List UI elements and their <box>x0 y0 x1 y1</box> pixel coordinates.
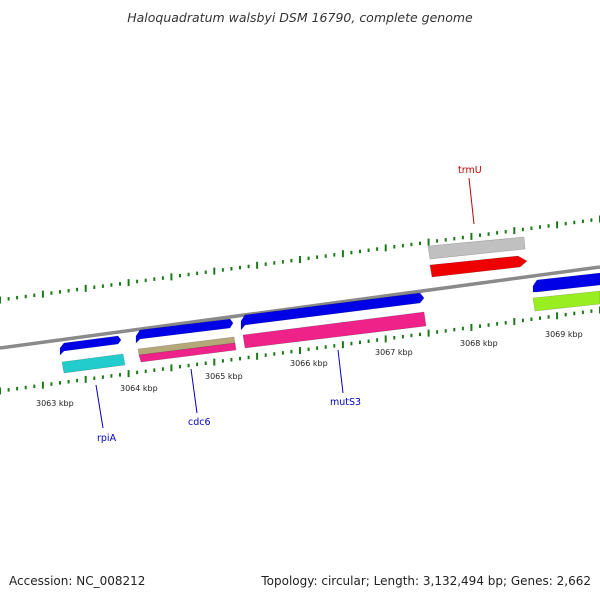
kbp-label: 3069 kbp <box>545 330 583 339</box>
gene-block-rpiA[interactable] <box>61 353 126 374</box>
gene-arrow-right-forward[interactable] <box>532 272 600 293</box>
gene-label-cdc6[interactable]: cdc6 <box>188 417 211 428</box>
leader-line-rpiA <box>95 384 104 429</box>
scale-ticks-upper <box>0 215 600 304</box>
scale-ticks-lower <box>0 306 600 395</box>
topology-text: Topology: circular; Length: 3,132,494 bp… <box>261 574 591 588</box>
kbp-label: 3066 kbp <box>290 359 328 368</box>
gene-label-rpiA[interactable]: rpiA <box>97 433 117 444</box>
leader-line-trmU <box>468 177 475 225</box>
gene-arrow-mutS3-forward[interactable] <box>240 292 425 331</box>
kbp-label: 3065 kbp <box>205 372 243 381</box>
gene-block-trmU-upper[interactable] <box>427 236 526 260</box>
kbp-label: 3068 kbp <box>460 339 498 348</box>
gene-label-mutS3[interactable]: mutS3 <box>330 397 361 408</box>
map-title: Haloquadratum walsbyi DSM 16790, complet… <box>127 10 473 25</box>
kbp-label: 3064 kbp <box>120 384 158 393</box>
leader-line-cdc6 <box>190 368 198 414</box>
gene-arrow-trmU-lower[interactable] <box>429 255 528 278</box>
leader-line-mutS3 <box>337 349 344 394</box>
kbp-label: 3063 kbp <box>36 399 74 408</box>
gene-label-trmU[interactable]: trmU <box>458 165 482 176</box>
gene-block-right-lower[interactable] <box>532 290 600 312</box>
gene-arrow-rpiA-forward[interactable] <box>59 335 122 356</box>
gene-block-mutS3[interactable] <box>242 311 427 349</box>
accession-text: Accession: NC_008212 <box>9 574 146 588</box>
gene-arrow-cdc6-forward[interactable] <box>135 318 234 344</box>
kbp-label: 3067 kbp <box>375 348 413 357</box>
gene-block-cdc6-lower[interactable] <box>138 342 237 363</box>
genome-backbone <box>0 265 600 350</box>
